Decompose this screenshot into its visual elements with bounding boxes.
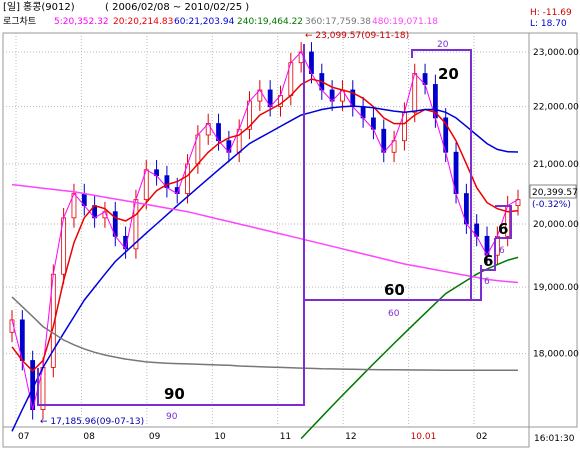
y-axis-ticks: 23,000.00 22,000.00 21,000.00 20,000.00 19,0…	[533, 48, 579, 360]
cycle-90-bracket	[37, 300, 305, 406]
ma-legend-360: 360:17,759.38	[305, 17, 372, 27]
period-label: [일]	[3, 2, 21, 13]
cycle-60-label: 60	[384, 281, 405, 299]
ma-line-360	[11, 296, 518, 371]
ma-legend-20: 20:20,214.83	[113, 17, 174, 27]
last-price-box	[529, 184, 577, 199]
chart-title-bar: [일] 홍콩(9012) ( 2006/02/08 ~ 2010/02/25 )	[0, 0, 580, 15]
ma-legend-480: 480:19,071.18	[372, 17, 439, 27]
ma-line-20	[11, 78, 519, 372]
scale-label: 로그차트	[3, 17, 37, 27]
horizontal-grid	[3, 51, 529, 355]
y-tick-label: 20,000.00	[533, 220, 579, 230]
x-tick-label: 02	[476, 432, 487, 442]
y-tick-label: 21,000.00	[533, 160, 579, 170]
x-tick-label: 09	[149, 432, 161, 442]
cycle-20-bracket	[411, 49, 472, 300]
y-tick-label: 18,000.00	[533, 350, 579, 360]
cycle-annotations	[37, 44, 512, 406]
x-tick-label: 10.01	[411, 432, 437, 442]
y-tick-label: 22,000.00	[533, 103, 579, 113]
cycle-90-small-label: 90	[166, 412, 178, 422]
moving-average-lines	[11, 51, 519, 440]
cycle-20-label: 20	[438, 65, 459, 83]
x-tick-label: 12	[345, 432, 356, 442]
candle-body	[515, 199, 521, 207]
ma-legend-60: 60:21,203.94	[174, 17, 235, 27]
high-low-box: H: -11.69 L: 18.70	[530, 8, 572, 30]
last-price-value: 20,399.57	[532, 188, 578, 198]
y-tick-label: 23,000.00	[533, 48, 579, 58]
x-axis-ticks: 07 08 09 10 11 12 10.01 02	[18, 432, 487, 442]
moving-average-legend: 로그차트 5:20,352.32 20:20,214.83 60:21,203.…	[0, 15, 520, 29]
ma-legend-5: 5:20,352.32	[54, 17, 109, 27]
ma-line-480	[11, 183, 519, 284]
y-axis-panel	[528, 32, 578, 428]
cycle-6a-small-label: 6	[484, 277, 490, 287]
high-point-label: ← 23,099.57(09-11-18)	[305, 31, 409, 41]
x-axis-panel	[2, 426, 530, 448]
high-value: H: -11.69	[530, 8, 572, 18]
date-range-label: ( 2006/02/08 ~ 2010/02/25 )	[105, 2, 250, 13]
candlesticks	[9, 42, 521, 420]
cycle-6b-label: 6	[498, 220, 508, 238]
x-tick-label: 07	[18, 432, 29, 442]
clock-label: 16:01:30	[534, 434, 575, 444]
ma-legend-240: 240:19,464.22	[237, 17, 304, 27]
y-tick-label: 19,000.00	[533, 283, 579, 293]
cycle-60-small-label: 60	[388, 309, 400, 319]
cycle-6a-label: 6	[483, 252, 493, 270]
cycle-20-small-label: 20	[437, 40, 449, 50]
cycle-6a-bracket	[481, 238, 496, 271]
x-tick-label: 11	[280, 432, 291, 442]
cycle-60-bracket	[303, 44, 482, 301]
cycle-6b-bracket	[495, 205, 512, 239]
x-tick-label: 10	[214, 432, 226, 442]
symbol-label: 홍콩(9012)	[23, 2, 75, 13]
cycle-6b-small-label: 6	[499, 246, 505, 256]
cycle-90-label: 90	[164, 385, 185, 403]
ma-line-60	[11, 105, 519, 432]
low-point-label: ← 17,185.96(09-07-13)	[40, 417, 144, 427]
last-price-change: (-0.32%)	[532, 200, 571, 210]
low-value: L: 18.70	[530, 19, 567, 29]
x-tick-label: 08	[83, 432, 95, 442]
